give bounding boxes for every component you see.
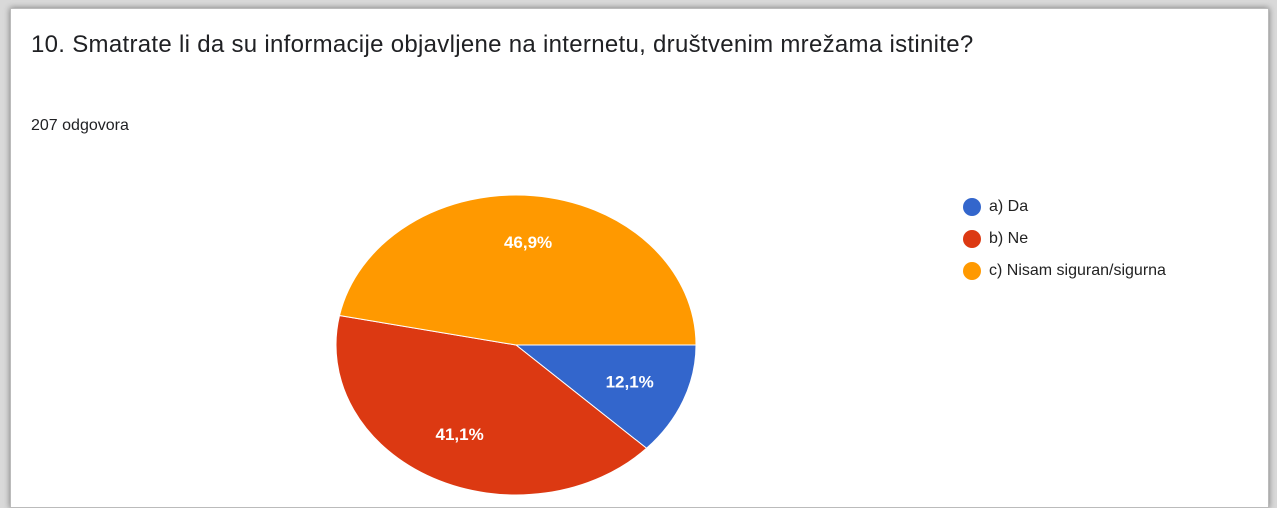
legend-label: c) Nisam siguran/sigurna <box>989 262 1166 279</box>
legend-label: b) Ne <box>989 230 1028 247</box>
legend-marker <box>963 198 981 216</box>
pie-slice <box>335 314 648 496</box>
legend-marker <box>963 262 981 280</box>
legend-label: a) Da <box>989 198 1028 215</box>
data-label: 12,1% <box>606 372 654 391</box>
data-label: 41,1% <box>436 425 484 444</box>
pie-slice <box>514 344 697 449</box>
chart-subtitle: 207 odgovora <box>31 117 129 134</box>
pie-slice <box>338 194 697 346</box>
legend-marker <box>963 230 981 248</box>
chart-title: 10. Smatrate li da su informacije objavl… <box>31 31 974 58</box>
data-label: 46,9% <box>504 233 552 252</box>
